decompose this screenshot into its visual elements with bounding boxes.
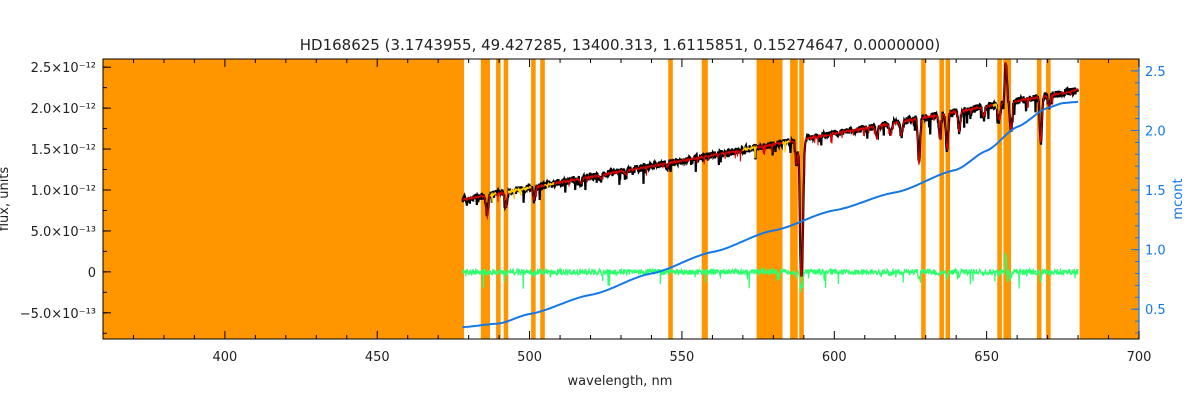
masked-region-8 [756,59,783,339]
x-tick-label-450: 450 [365,350,390,365]
masked-region-16 [1036,59,1042,339]
fit-region-segment-3 [742,144,758,159]
masked-region-18 [1079,59,1139,339]
masked-region-6 [668,59,673,339]
fit-region-segment-0 [489,191,497,203]
y-tick-label-1: 0 [88,266,96,281]
y2-tick-label-0: 0.5 [1145,303,1166,318]
x-tick-label-600: 600 [822,350,847,365]
fit-region-segment-5 [992,102,998,110]
masked-region-0 [103,59,465,339]
y2-tick-label-3: 2.0 [1145,124,1166,139]
masked-region-5 [540,59,545,339]
fit-region-segment-1 [507,185,532,200]
fit-region-segment-4 [782,139,791,153]
model-spectrum-series [462,61,1079,277]
residual-series [462,251,1079,293]
y-tick-label-0: −5.0×10⁻¹³ [20,307,96,322]
y2-axis-label: mcont [1171,178,1186,219]
masked-regions [103,59,1139,339]
y-axis-left: −5.0×10⁻¹³ 0 5.0×10⁻¹³ 1.0×10⁻¹² 1.5×10⁻¹² 2.… [20,61,111,334]
masked-region-3 [503,59,509,339]
y-tick-label-5: 2.0×10⁻¹² [31,102,96,117]
mcont-series [462,100,1079,329]
masked-region-12 [939,59,944,339]
chart-title: HD168625 (3.1743955, 49.427285, 13400.31… [300,36,940,54]
x-tick-label-700: 700 [1127,350,1152,365]
fit-region-segment-2 [544,181,555,189]
x-tick-label-500: 500 [517,350,542,365]
masked-region-13 [945,59,951,339]
masked-region-9 [790,59,798,339]
masked-region-15 [1003,59,1012,339]
y-axis-label: flux, units [0,167,12,232]
masked-region-7 [701,59,708,339]
y2-tick-label-2: 1.5 [1145,184,1166,199]
masked-region-17 [1046,59,1051,339]
y-tick-label-2: 5.0×10⁻¹³ [31,225,96,240]
y-tick-label-3: 1.0×10⁻¹² [31,184,96,199]
x-axis-label: wavelength, nm [568,374,673,389]
x-axis: 400 450 500 550 600 650 700 [102,59,1152,365]
masked-region-14 [997,59,1002,339]
masked-region-11 [921,59,926,339]
y-axis-right: 0.5 1.0 1.5 2.0 2.5 [1131,65,1166,334]
masked-region-10 [799,59,804,339]
series-layer [461,61,1079,329]
x-tick-label-650: 650 [974,350,999,365]
y-tick-label-4: 1.5×10⁻¹² [31,143,96,158]
x-tick-label-400: 400 [212,350,237,365]
y-tick-label-6: 2.5×10⁻¹² [31,61,96,76]
y2-tick-label-4: 2.5 [1145,65,1166,80]
y2-tick-label-1: 1.0 [1145,244,1166,259]
x-tick-label-550: 550 [670,350,695,365]
